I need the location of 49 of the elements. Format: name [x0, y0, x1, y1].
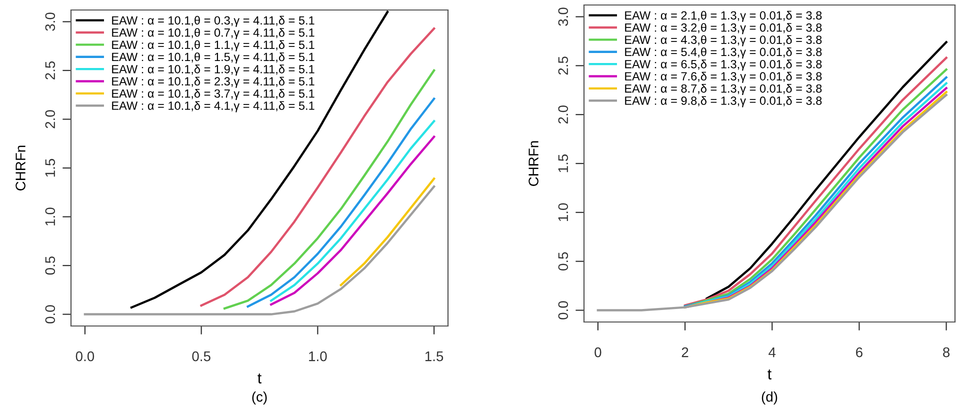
x-axis-title: t — [258, 373, 262, 384]
y-tick-label: 0.5 — [558, 252, 568, 270]
legend-label: EAW : α = 3.2,θ = 1.3,γ = 0.01,δ = 3.8 — [625, 23, 822, 34]
legend-label: EAW : α = 10.1,δ = 4.1,γ = 4.11,δ = 5.1 — [112, 101, 314, 112]
y-axis-title: CHRFn — [16, 146, 26, 190]
legend-label: EAW : α = 10.1,δ = 3.7,γ = 4.11,δ = 5.1 — [112, 89, 314, 100]
y-tick-label: 0.0 — [558, 301, 568, 320]
y-tick-label: 1.5 — [558, 154, 568, 172]
y-tick-label: 0.0 — [45, 305, 56, 324]
legend-label: EAW : α = 10.1,δ = 1.9,γ = 4.11,δ = 5.1 — [112, 64, 314, 76]
legend-label: EAW : α = 10.1,δ = 2.3,γ = 4.11,δ = 5.1 — [112, 76, 314, 88]
line-series — [596, 94, 948, 312]
line-series — [84, 185, 436, 316]
y-tick-label: 1.0 — [558, 203, 568, 222]
legend-label: EAW : α = 10.1,θ = 1.1,γ = 4.11,δ = 5.1 — [112, 40, 314, 52]
y-tick-label: 2.5 — [45, 61, 56, 80]
y-tick-label: 2.5 — [558, 56, 568, 75]
legend-label: EAW : α = 8.7,δ = 1.3,γ = 0.01,δ = 3.8 — [625, 84, 822, 96]
x-tick-label: 0 — [594, 347, 602, 358]
legend-label: EAW : α = 4.3,θ = 1.3,γ = 0.01,δ = 3.8 — [625, 35, 822, 46]
x-tick-label: 0.0 — [76, 351, 94, 362]
legend-label: EAW : α = 10.1,θ = 1.5,γ = 4.11,δ = 5.1 — [112, 52, 314, 64]
legend-label: EAW : α = 10.1,θ = 0.7,γ = 4.11,δ = 5.1 — [112, 28, 314, 40]
x-tick-label: 1.0 — [309, 351, 327, 362]
y-tick-label: 2.0 — [45, 110, 56, 128]
line-series — [200, 27, 436, 307]
x-tick-label: 6 — [856, 347, 862, 358]
y-tick-label: 1.5 — [45, 158, 56, 177]
legend-label: EAW : α = 9.8,δ = 1.3,γ = 0.01,δ = 3.8 — [625, 96, 822, 108]
text: (c) — [252, 392, 267, 404]
line-series — [340, 178, 436, 286]
text: (d) — [762, 392, 778, 404]
x-axis-title: t — [768, 369, 772, 380]
legend-label: EAW : α = 6.5,δ = 1.3,γ = 0.01,δ = 3.8 — [625, 60, 822, 71]
x-tick-label: 8 — [943, 347, 950, 358]
x-tick-label: 1.5 — [425, 352, 444, 362]
x-tick-label: 4 — [768, 348, 776, 358]
y-tick-label: 3.0 — [45, 12, 56, 31]
y-tick-label: 0.5 — [45, 256, 56, 275]
x-tick-label: 2 — [682, 347, 688, 358]
y-tick-label: 3.0 — [558, 8, 568, 26]
legend-label: EAW : α = 2.1,θ = 1.3,γ = 0.01,δ = 3.8 — [625, 10, 822, 22]
legend-label: EAW : α = 5.4,θ = 1.3,γ = 0.01,δ = 3.8 — [625, 47, 822, 58]
y-axis-title: CHRFn — [528, 141, 538, 186]
x-tick-label: 0.5 — [192, 351, 210, 362]
legend-label: EAW : α = 7.6,δ = 1.3,γ = 0.01,δ = 3.8 — [625, 72, 822, 83]
y-tick-label: 2.0 — [558, 105, 568, 124]
legend-label: EAW : α = 10.1,θ = 0.3,γ = 4.11,δ = 5.1 — [112, 16, 314, 27]
y-tick-label: 1.0 — [45, 208, 56, 226]
